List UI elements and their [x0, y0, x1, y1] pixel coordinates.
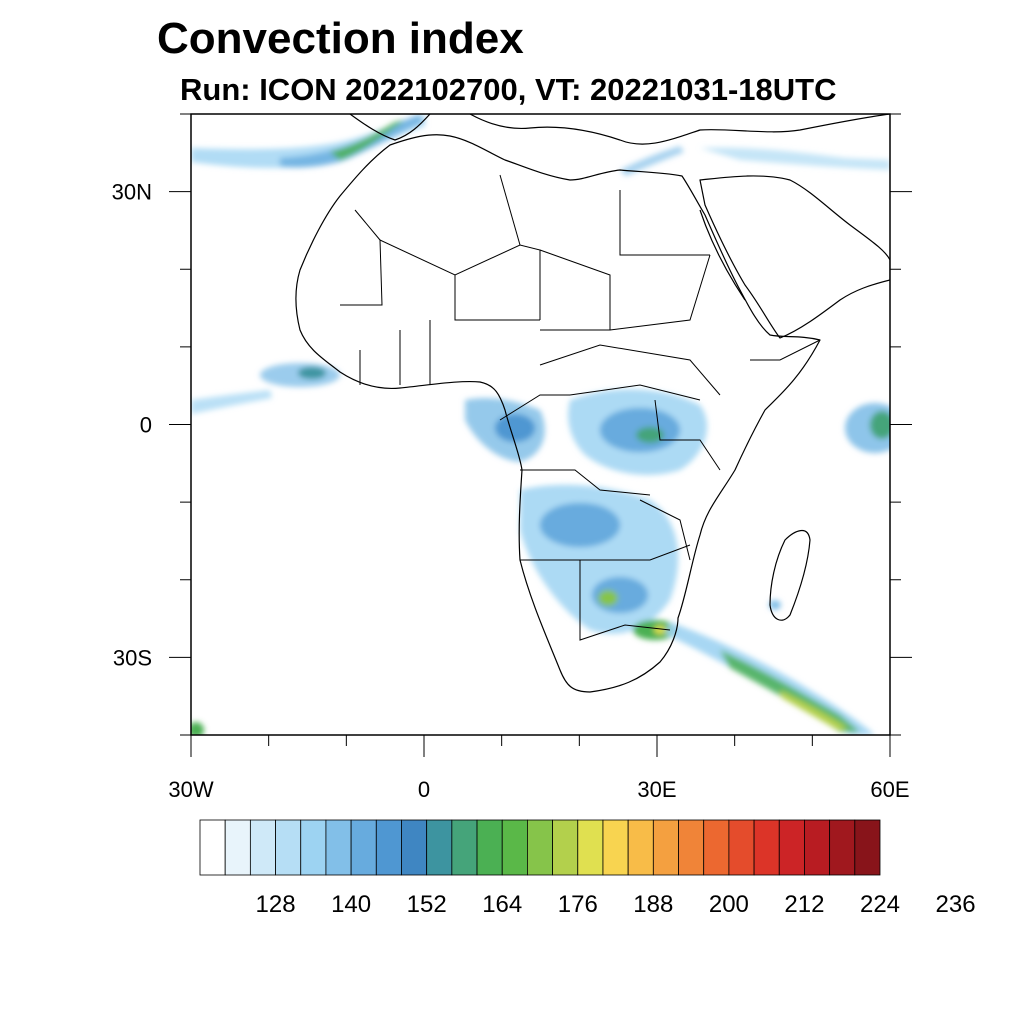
- run-subtitle: Run: ICON 2022102700, VT: 20221031-18UTC: [180, 72, 837, 107]
- colorbar-swatch: [703, 819, 730, 876]
- colorbar-swatch: [829, 819, 856, 876]
- coastlines: [295, 114, 890, 693]
- colorbar-label: 188: [633, 891, 673, 918]
- country-borders: [340, 174, 821, 641]
- colorbar-swatch: [527, 819, 553, 876]
- colorbar-label: 212: [784, 891, 824, 918]
- colorbar-swatch: [652, 819, 679, 876]
- colorbar-swatch: [501, 819, 528, 876]
- x-tick-label: 0: [418, 777, 430, 802]
- colorbar-swatch: [476, 819, 503, 876]
- colorbar-swatch: [602, 819, 629, 876]
- colorbar-labels: 128 140 152 164 176 188 200 212 224 236: [256, 891, 976, 918]
- colorbar-label: 140: [331, 891, 371, 918]
- axis-ticks: [169, 113, 912, 757]
- colorbar-swatch: [627, 819, 654, 876]
- colorbar-swatch: [275, 819, 302, 876]
- colorbar-label: 152: [407, 891, 447, 918]
- colorbar-swatch: [778, 819, 805, 876]
- colorbar-swatch: [401, 819, 428, 876]
- colorbar-label: 164: [482, 891, 522, 918]
- colorbar-swatch: [678, 819, 705, 876]
- colorbar-label: 224: [860, 891, 900, 918]
- colorbar-swatch: [199, 819, 226, 876]
- convection-field: [191, 114, 890, 735]
- colorbar-swatch: [753, 819, 780, 876]
- x-tick-label: 30W: [168, 777, 213, 802]
- colorbar-swatch: [451, 819, 478, 876]
- colorbar: [199, 819, 881, 876]
- colorbar-label: 200: [709, 891, 749, 918]
- x-tick-label: 60E: [870, 777, 909, 802]
- colorbar-swatch: [854, 819, 881, 876]
- colorbar-label: 236: [936, 891, 976, 918]
- y-tick-label: 0: [140, 413, 152, 438]
- colorbar-swatch: [300, 819, 327, 876]
- colorbar-label: 128: [256, 891, 296, 918]
- colorbar-swatch: [350, 819, 377, 876]
- chart-title: Convection index: [157, 14, 524, 63]
- colorbar-swatch: [728, 819, 755, 876]
- colorbar-swatch: [577, 819, 604, 876]
- colorbar-swatch: [804, 819, 831, 876]
- x-tick-label: 30E: [637, 777, 676, 802]
- y-tick-label: 30S: [113, 645, 152, 670]
- colorbar-swatch: [426, 819, 453, 876]
- colorbar-label: 176: [558, 891, 598, 918]
- colorbar-swatch: [325, 819, 352, 876]
- colorbar-swatch: [249, 819, 276, 876]
- axis-labels: 30W 0 30E 60E 30N 0 30S: [112, 180, 910, 802]
- colorbar-swatch: [224, 819, 251, 876]
- colorbar-swatch: [552, 819, 579, 876]
- colorbar-swatch: [375, 819, 402, 876]
- y-tick-label: 30N: [112, 180, 152, 205]
